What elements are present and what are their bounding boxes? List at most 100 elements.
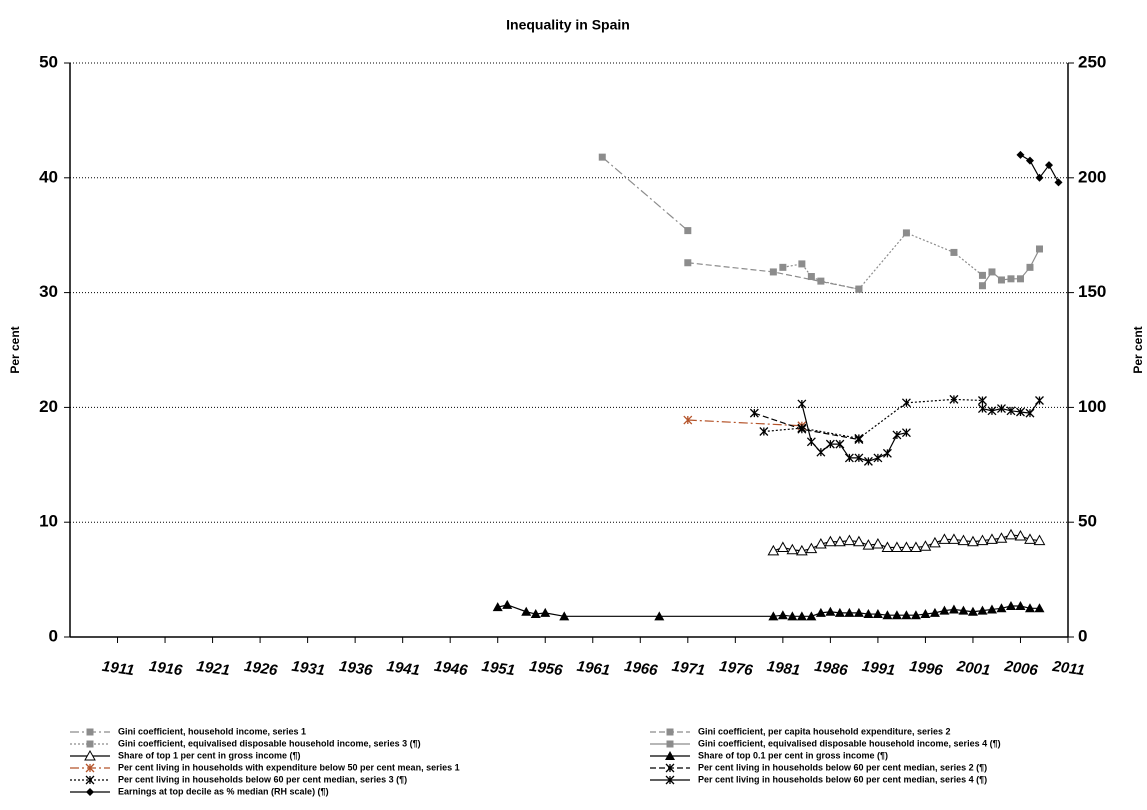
marker: [892, 430, 902, 440]
marker: [796, 611, 807, 621]
marker: [825, 606, 836, 616]
marker: [988, 268, 996, 276]
series-line: [782, 232, 983, 290]
marker: [684, 259, 692, 267]
marker: [815, 607, 826, 617]
marker: [798, 260, 806, 268]
marker: [910, 541, 922, 552]
marker: [1005, 601, 1016, 611]
marker: [768, 611, 779, 621]
x-tick-label: 2011: [1050, 658, 1085, 679]
marker: [1035, 245, 1043, 253]
legend-label: Share of top 1 per cent in gross income …: [118, 750, 301, 760]
marker: [843, 534, 856, 546]
marker: [891, 541, 903, 552]
y2-tick-label: 0: [1078, 626, 1087, 645]
marker: [920, 609, 931, 619]
marker: [805, 542, 818, 554]
legend-label: Per cent living in households below 60 p…: [118, 774, 407, 784]
marker: [492, 602, 503, 612]
legend-marker: [665, 751, 675, 760]
x-tick-label: 2001: [955, 658, 991, 680]
marker: [806, 437, 816, 447]
marker: [977, 605, 988, 615]
marker: [777, 541, 789, 552]
legend-label: Per cent living in households with expen…: [118, 762, 460, 772]
marker: [834, 607, 845, 617]
marker: [986, 604, 997, 614]
legend-marker: [85, 763, 95, 773]
marker: [977, 404, 987, 414]
marker: [796, 544, 808, 556]
legend-marker: [666, 740, 674, 748]
marker: [797, 423, 807, 433]
marker: [882, 610, 893, 620]
marker: [521, 606, 532, 616]
marker: [977, 396, 987, 405]
marker: [863, 456, 873, 466]
marker: [901, 398, 911, 408]
y-tick-label: 30: [39, 282, 58, 301]
marker: [824, 535, 837, 547]
x-tick-label: 1961: [576, 658, 611, 679]
marker: [825, 439, 835, 449]
marker: [854, 453, 864, 463]
marker: [684, 227, 692, 235]
y2-tick-label: 100: [1078, 397, 1106, 416]
y-tick-label: 40: [39, 167, 58, 186]
marker: [1044, 161, 1053, 170]
marker: [853, 607, 864, 617]
marker: [834, 535, 846, 547]
series-line: [497, 604, 1040, 617]
marker: [1016, 150, 1025, 159]
marker: [995, 532, 1008, 543]
x-tick-label: 1956: [528, 658, 564, 680]
marker: [1006, 406, 1016, 416]
marker: [835, 439, 845, 449]
marker: [950, 248, 958, 256]
x-tick-label: 1936: [338, 658, 374, 680]
marker: [891, 610, 902, 620]
x-tick-label: 1941: [386, 658, 421, 679]
marker: [502, 599, 513, 609]
y-axis-label: Per cent: [8, 326, 22, 373]
x-tick-label: 1926: [243, 658, 279, 680]
marker: [872, 609, 883, 619]
x-tick-label: 1986: [813, 658, 849, 680]
x-tick-label: 1951: [481, 658, 516, 679]
marker: [900, 541, 913, 552]
marker: [929, 536, 941, 548]
series-line: [763, 398, 983, 440]
marker: [787, 611, 798, 621]
marker: [976, 534, 989, 546]
legend-label: Per cent living in households below 60 p…: [698, 774, 987, 784]
marker: [797, 399, 807, 409]
x-tick-label: 1911: [101, 658, 135, 679]
marker: [901, 610, 912, 620]
marker: [598, 153, 606, 161]
marker: [872, 537, 884, 549]
x-tick-label: 2006: [1002, 658, 1039, 680]
y2-axis-label: Per cent: [1131, 326, 1145, 373]
x-tick-label: 1921: [195, 658, 230, 679]
y2-tick-label: 250: [1078, 52, 1106, 71]
marker: [540, 607, 551, 617]
marker: [844, 453, 854, 463]
marker: [986, 533, 998, 544]
marker: [654, 611, 665, 621]
legend-label: Share of top 0.1 per cent in gross incom…: [698, 750, 888, 760]
marker: [1024, 603, 1035, 613]
marker: [901, 428, 911, 438]
marker: [902, 229, 910, 237]
series-line: [687, 262, 860, 290]
x-tick-label: 1991: [861, 658, 896, 679]
legend-label: Gini coefficient, equivalised disposable…: [698, 738, 1001, 748]
marker: [978, 271, 986, 279]
y-tick-label: 10: [39, 512, 58, 531]
marker: [863, 609, 874, 619]
marker: [1014, 529, 1027, 541]
marker: [855, 285, 863, 293]
legend-marker: [86, 788, 94, 796]
marker: [967, 535, 979, 547]
